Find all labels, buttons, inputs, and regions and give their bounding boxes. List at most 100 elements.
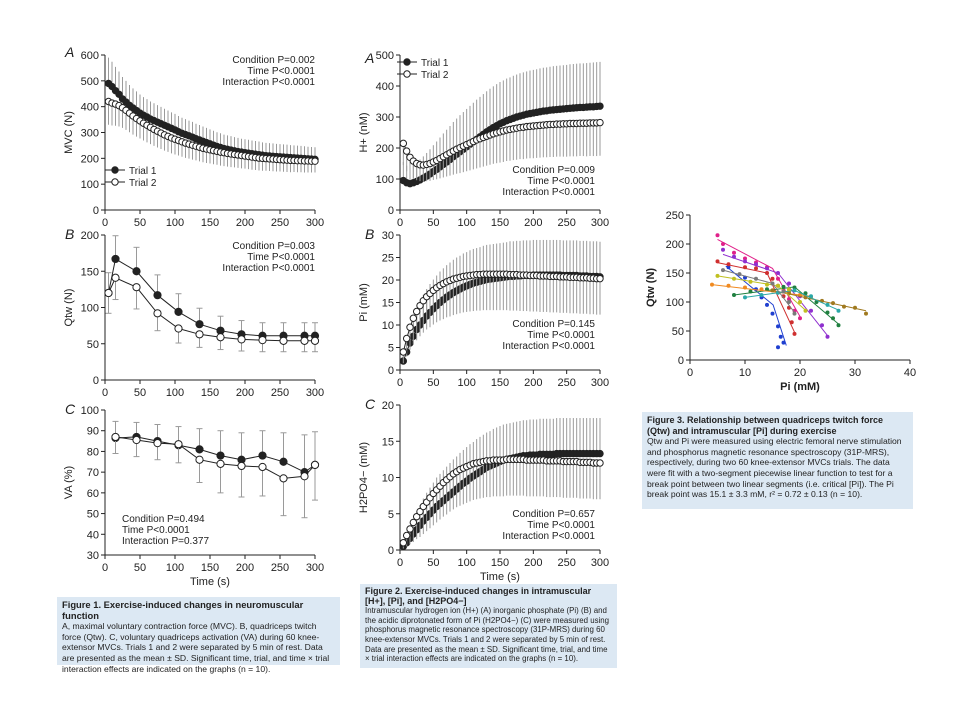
stat-annotation: Interaction P<0.0001 bbox=[222, 77, 315, 88]
y-tick-label: 400 bbox=[376, 81, 394, 93]
stat-annotation: Time P<0.0001 bbox=[247, 66, 315, 77]
x-tick-label: 200 bbox=[524, 377, 542, 389]
data-point bbox=[111, 254, 120, 264]
y-tick-label: 0 bbox=[93, 375, 99, 387]
series-trial-2 bbox=[104, 273, 320, 353]
x-tick-label: 150 bbox=[201, 217, 219, 229]
x-tick-label: 0 bbox=[397, 557, 403, 569]
data-point bbox=[732, 293, 736, 298]
x-tick-label: 0 bbox=[397, 217, 403, 229]
y-axis-label: H+ (nM) bbox=[358, 112, 370, 152]
plot-qtw: 0 50 100 150 200 0 50 100 150 200 250 300 Qtw (N) B Co… bbox=[63, 226, 324, 399]
data-point bbox=[399, 139, 408, 148]
data-point bbox=[754, 276, 758, 281]
series-trial-2 bbox=[111, 432, 320, 519]
panel-label: B bbox=[65, 226, 74, 242]
x-tick-label: 300 bbox=[306, 387, 324, 399]
data-point bbox=[402, 531, 411, 540]
data-point bbox=[781, 284, 786, 289]
y-tick-label: 150 bbox=[666, 268, 684, 280]
data-point bbox=[776, 276, 780, 281]
stat-annotation: Condition P=0.002 bbox=[232, 55, 315, 66]
series-line bbox=[115, 436, 316, 473]
data-point bbox=[748, 279, 753, 284]
panel-label: A bbox=[64, 44, 74, 60]
data-point bbox=[216, 459, 225, 468]
data-point bbox=[132, 267, 141, 276]
x-tick-label: 50 bbox=[427, 377, 439, 389]
data-point bbox=[864, 311, 868, 316]
y-tick-label: 50 bbox=[87, 339, 99, 351]
data-point bbox=[792, 311, 797, 316]
figure-2-caption-title: Figure 2. Exercise-induced changes in in… bbox=[365, 586, 592, 606]
data-point bbox=[776, 283, 780, 288]
data-point bbox=[831, 301, 835, 306]
data-point bbox=[412, 512, 421, 521]
stat-annotation: Time P<0.0001 bbox=[247, 252, 315, 263]
series-subject-9 bbox=[715, 273, 808, 313]
y-tick-label: 100 bbox=[81, 303, 99, 315]
data-point bbox=[778, 334, 783, 339]
data-point bbox=[836, 308, 841, 313]
panel-label: A bbox=[364, 50, 374, 66]
data-point bbox=[787, 297, 791, 302]
legend-marker bbox=[403, 70, 411, 78]
data-point bbox=[809, 294, 813, 299]
series-trial-2 bbox=[399, 270, 604, 364]
data-point bbox=[409, 518, 418, 527]
x-tick-label: 100 bbox=[457, 557, 475, 569]
data-point bbox=[825, 302, 830, 307]
panel-label: C bbox=[65, 401, 76, 417]
stat-annotation: Condition P=0.009 bbox=[512, 165, 595, 176]
data-point bbox=[153, 309, 162, 318]
y-tick-label: 400 bbox=[81, 102, 99, 114]
data-point bbox=[216, 333, 225, 342]
data-point bbox=[770, 288, 775, 293]
data-point bbox=[279, 336, 288, 345]
x-tick-label: 250 bbox=[557, 557, 575, 569]
data-point bbox=[759, 287, 764, 292]
series-trial-2 bbox=[399, 455, 604, 549]
y-tick-label: 80 bbox=[87, 446, 99, 458]
data-point bbox=[754, 266, 758, 271]
fit-line bbox=[717, 238, 801, 317]
figure-3-caption-title: Figure 3. Relationship between quadricep… bbox=[647, 415, 884, 436]
data-point bbox=[153, 439, 162, 448]
data-point bbox=[776, 345, 780, 350]
x-tick-label: 10 bbox=[739, 367, 751, 379]
figure-3-caption: Figure 3. Relationship between quadricep… bbox=[642, 412, 913, 509]
x-tick-label: 250 bbox=[271, 387, 289, 399]
y-tick-label: 15 bbox=[382, 298, 394, 310]
x-tick-label: 300 bbox=[591, 557, 609, 569]
data-point bbox=[803, 291, 808, 296]
data-point bbox=[726, 262, 731, 267]
x-axis-label: Time (s) bbox=[480, 571, 520, 583]
data-point bbox=[258, 336, 267, 345]
stat-annotation: Condition P=0.494 bbox=[122, 514, 205, 525]
y-axis-label: VA (%) bbox=[63, 466, 75, 499]
y-tick-label: 600 bbox=[81, 50, 99, 62]
panel-label: B bbox=[365, 226, 374, 242]
stat-annotation: Time P<0.0001 bbox=[122, 525, 190, 536]
y-tick-label: 20 bbox=[382, 275, 394, 287]
y-tick-label: 100 bbox=[81, 405, 99, 417]
data-point bbox=[726, 265, 731, 270]
y-tick-label: 200 bbox=[81, 230, 99, 242]
data-point bbox=[132, 435, 141, 445]
y-tick-label: 500 bbox=[376, 50, 394, 62]
y-tick-label: 30 bbox=[382, 230, 394, 242]
stat-annotation: Condition P=0.657 bbox=[512, 509, 595, 520]
x-tick-label: 250 bbox=[271, 217, 289, 229]
legend-label: Trial 2 bbox=[421, 70, 449, 81]
data-point bbox=[754, 262, 758, 267]
chart-mvc: 0 100 200 300 400 500 600 0 50 100 150 200 250 300 MVC… bbox=[63, 44, 324, 229]
x-tick-label: 40 bbox=[904, 367, 916, 379]
x-tick-label: 50 bbox=[134, 387, 146, 399]
y-tick-label: 30 bbox=[87, 550, 99, 562]
data-point bbox=[237, 461, 246, 471]
data-point bbox=[596, 449, 604, 458]
x-tick-label: 100 bbox=[457, 217, 475, 229]
y-axis-label: H2PO4− (mM) bbox=[358, 442, 370, 513]
